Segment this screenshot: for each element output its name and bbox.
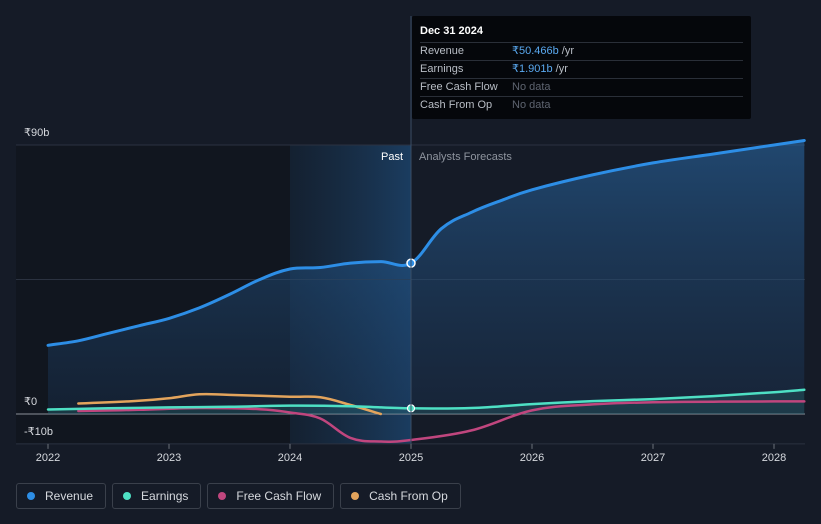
tooltip-row-free-cash-flow: Free Cash Flow No data xyxy=(420,78,743,96)
tooltip-unit: /yr xyxy=(561,45,574,57)
y-tick-label: -₹10b xyxy=(24,426,53,438)
x-tick-label: 2026 xyxy=(520,452,544,464)
tooltip-value: No data xyxy=(512,81,551,93)
past-label: Past xyxy=(381,151,403,163)
legend-item-cash-from-op[interactable]: Cash From Op xyxy=(340,483,461,509)
forecast-label: Analysts Forecasts xyxy=(419,151,512,163)
x-tick-label: 2028 xyxy=(762,452,786,464)
x-tick-label: 2022 xyxy=(36,452,60,464)
y-tick-label: ₹90b xyxy=(24,127,49,139)
tooltip-row-cash-from-op: Cash From Op No data xyxy=(420,96,743,114)
legend-dot-icon xyxy=(351,492,360,500)
legend-label: Cash From Op xyxy=(369,489,448,503)
tooltip-value: ₹1.901b xyxy=(512,63,553,75)
legend-dot-icon xyxy=(123,492,132,500)
tooltip-value: No data xyxy=(512,99,551,111)
x-tick-label: 2027 xyxy=(641,452,665,464)
x-tick-label: 2024 xyxy=(278,452,302,464)
legend-item-free-cash-flow[interactable]: Free Cash Flow xyxy=(207,483,335,509)
legend-dot-icon xyxy=(218,492,227,500)
tooltip-value: ₹50.466b xyxy=(512,45,559,57)
legend-item-earnings[interactable]: Earnings xyxy=(112,483,202,509)
legend-label: Revenue xyxy=(45,489,94,503)
tooltip-label: Earnings xyxy=(420,63,464,75)
tooltip: Dec 31 2024 Revenue ₹50.466b /yr Earning… xyxy=(412,16,751,119)
series-line-earnings xyxy=(46,388,806,411)
series-line-free-cash-flow xyxy=(77,400,806,443)
x-tick-label: 2025 xyxy=(399,452,423,464)
chart-area: ₹90b ₹0 -₹10b 2022 2023 2024 2025 2026 2027 2028 P… xyxy=(16,16,806,464)
y-tick-label: ₹0 xyxy=(24,396,37,408)
legend-label: Earnings xyxy=(141,489,189,503)
chart-svg: ₹90b ₹0 -₹10b 2022 2023 2024 2025 2026 2027 2028 P… xyxy=(16,16,806,464)
tooltip-label: Revenue xyxy=(420,45,465,57)
tooltip-unit: /yr xyxy=(555,63,568,75)
x-tick-label: 2023 xyxy=(157,452,181,464)
tooltip-date: Dec 31 2024 xyxy=(420,25,483,37)
legend-label: Free Cash Flow xyxy=(236,489,322,503)
revenue-area xyxy=(48,140,805,414)
tooltip-label: Free Cash Flow xyxy=(420,81,498,93)
tooltip-row-earnings: Earnings ₹1.901b /yr xyxy=(420,60,743,78)
tooltip-row-revenue: Revenue ₹50.466b /yr xyxy=(420,42,743,60)
tooltip-label: Cash From Op xyxy=(420,99,493,111)
series-line-cash-from-op xyxy=(77,392,383,416)
legend: Revenue Earnings Free Cash Flow Cash Fro… xyxy=(16,483,461,509)
legend-item-revenue[interactable]: Revenue xyxy=(16,483,107,509)
legend-dot-icon xyxy=(27,492,35,500)
series-line-revenue xyxy=(46,139,806,347)
